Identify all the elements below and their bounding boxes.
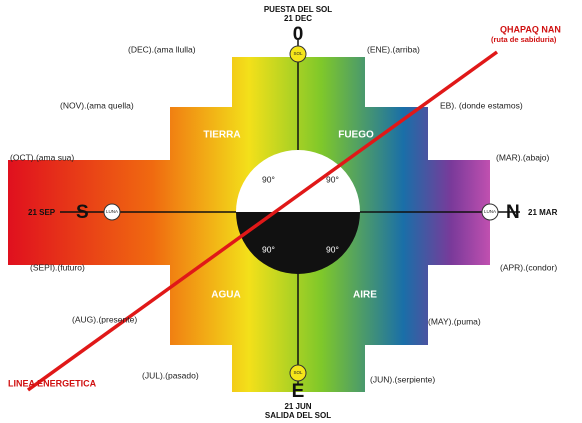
month-label: (SEPI).(futuro): [30, 262, 85, 272]
caption: PUESTA DEL SOL: [264, 5, 332, 14]
caption: SALIDA DEL SOL: [265, 411, 331, 420]
month-label: (JUL).(pasado): [142, 370, 199, 380]
line-label: LINEA ENERGETICA: [8, 378, 97, 388]
quadrant-label: AGUA: [211, 290, 240, 301]
date: 21 DEC: [284, 14, 312, 23]
angle: 90°: [262, 174, 275, 184]
angle: 90°: [326, 244, 339, 254]
cardinal-letter: 0: [293, 24, 304, 45]
date: 21 JUN: [284, 402, 311, 411]
quadrant-label: AIRE: [353, 290, 377, 301]
month-label: (DEC).(ama llulla): [128, 44, 196, 54]
marker-label: SOL: [293, 370, 303, 375]
chakana-diagram: 90° 90° 90° 90° TIERRA FUEGO AGUA AIRE P…: [0, 0, 582, 423]
cardinal-letter: E: [292, 381, 305, 402]
month-label: EB). (donde estamos): [440, 100, 523, 110]
cardinal-letter: N: [506, 202, 520, 223]
path-subtitle: (ruta de sabiduria): [491, 35, 557, 44]
marker-label: LUNA: [106, 209, 118, 214]
marker-label: LUNA: [484, 209, 496, 214]
month-label: (AUG).(presente): [72, 314, 137, 324]
cardinal-letter: S: [76, 202, 89, 223]
month-label: (NOV).(ama quella): [60, 100, 134, 110]
month-label: (JUN).(serpiente): [370, 374, 435, 384]
month-label: (OCT).(ama sua): [10, 152, 74, 162]
angle: 90°: [326, 174, 339, 184]
marker-label: SOL: [293, 51, 303, 56]
month-label: (MAY).(puma): [428, 316, 481, 326]
quadrant-label: FUEGO: [338, 130, 374, 141]
angle: 90°: [262, 244, 275, 254]
quadrant-label: TIERRA: [203, 130, 240, 141]
path-title: QHAPAQ NAN: [500, 24, 561, 34]
date: 21 SEP: [28, 208, 56, 217]
date: 21 MAR: [528, 208, 558, 217]
month-label: (APR).(condor): [500, 262, 557, 272]
month-label: (MAR).(abajo): [496, 152, 550, 162]
month-label: (ENE).(arriba): [367, 44, 420, 54]
